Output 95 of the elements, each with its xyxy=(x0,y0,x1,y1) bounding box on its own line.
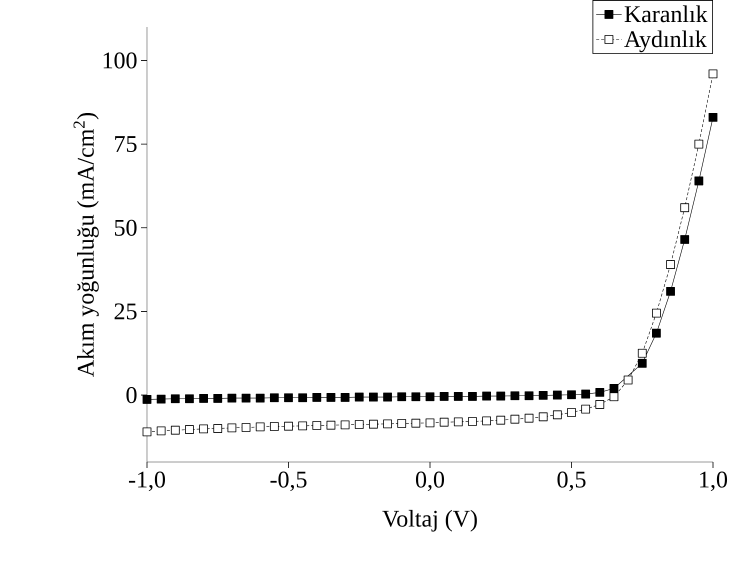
point xyxy=(170,426,180,435)
point xyxy=(524,391,534,400)
point xyxy=(156,426,166,436)
x-tick-label: 0,0 xyxy=(416,472,444,492)
y-axis-title: Akım yoğunluğu (mA/cm$^{2}$) xyxy=(74,112,99,377)
point xyxy=(538,412,548,422)
point xyxy=(524,414,534,423)
point xyxy=(468,392,477,401)
point xyxy=(354,392,364,402)
point xyxy=(652,328,661,338)
point xyxy=(694,176,704,186)
point xyxy=(666,260,675,269)
point xyxy=(242,423,250,432)
point xyxy=(312,421,322,430)
point xyxy=(340,393,350,402)
point xyxy=(228,423,236,432)
point xyxy=(242,394,250,402)
point xyxy=(595,400,604,409)
point xyxy=(185,425,194,434)
point xyxy=(638,358,647,368)
point xyxy=(199,394,208,403)
x-axis-title: Voltaj (V) xyxy=(382,510,477,532)
point xyxy=(256,422,265,432)
point xyxy=(680,235,690,244)
y-tick-label: 25 xyxy=(114,303,137,320)
y-tick-label: 100 xyxy=(104,52,137,69)
point xyxy=(440,392,449,401)
point xyxy=(170,394,180,404)
point xyxy=(440,418,449,427)
point xyxy=(666,286,675,296)
point xyxy=(397,419,406,428)
point xyxy=(426,392,434,402)
point xyxy=(552,390,562,400)
point xyxy=(199,424,208,434)
point xyxy=(298,393,308,402)
point xyxy=(708,69,718,78)
point xyxy=(383,419,392,428)
point xyxy=(581,404,590,414)
point xyxy=(369,392,378,402)
legend-label: Aydınlık xyxy=(624,30,707,52)
point xyxy=(552,410,562,420)
point xyxy=(284,393,293,402)
point xyxy=(482,392,491,400)
point xyxy=(142,427,152,436)
point xyxy=(213,424,222,433)
point xyxy=(142,395,152,404)
point xyxy=(680,203,690,212)
point xyxy=(638,348,647,358)
point xyxy=(610,392,618,402)
point xyxy=(312,393,322,402)
x-tick-label: 1,0 xyxy=(700,472,728,492)
point xyxy=(383,392,392,402)
point xyxy=(567,408,576,417)
point xyxy=(581,390,590,398)
point xyxy=(411,392,420,402)
point xyxy=(426,418,434,428)
x-tick-label: -0,5 xyxy=(270,472,306,492)
point xyxy=(454,417,463,426)
y-tick-label: 0 xyxy=(126,387,137,404)
point xyxy=(482,416,491,426)
point xyxy=(624,376,633,384)
point xyxy=(496,392,506,400)
legend-label: Karanlık xyxy=(624,5,708,22)
point xyxy=(496,416,506,425)
point xyxy=(369,420,378,429)
x-tick-label: -1,0 xyxy=(128,472,166,492)
point xyxy=(510,391,520,400)
point xyxy=(411,418,420,428)
point xyxy=(468,417,477,426)
point xyxy=(298,421,308,430)
point xyxy=(270,422,279,431)
point xyxy=(708,112,718,122)
x-tick-label: 0,5 xyxy=(557,472,586,492)
point xyxy=(510,414,520,424)
point xyxy=(652,308,661,318)
point xyxy=(284,422,293,431)
point xyxy=(397,392,406,402)
point xyxy=(256,394,265,402)
point xyxy=(694,140,704,149)
point xyxy=(326,393,336,402)
y-tick-label: 75 xyxy=(115,136,137,152)
point xyxy=(538,391,548,400)
y-tick-label: 50 xyxy=(114,220,137,236)
point xyxy=(595,388,604,397)
point xyxy=(610,384,618,393)
point xyxy=(156,394,166,404)
point xyxy=(326,420,336,430)
point xyxy=(270,393,279,402)
point xyxy=(454,392,463,401)
point xyxy=(354,420,364,429)
point xyxy=(567,390,576,400)
point xyxy=(228,394,236,402)
point xyxy=(340,420,350,430)
point xyxy=(185,394,194,404)
point xyxy=(213,394,222,403)
